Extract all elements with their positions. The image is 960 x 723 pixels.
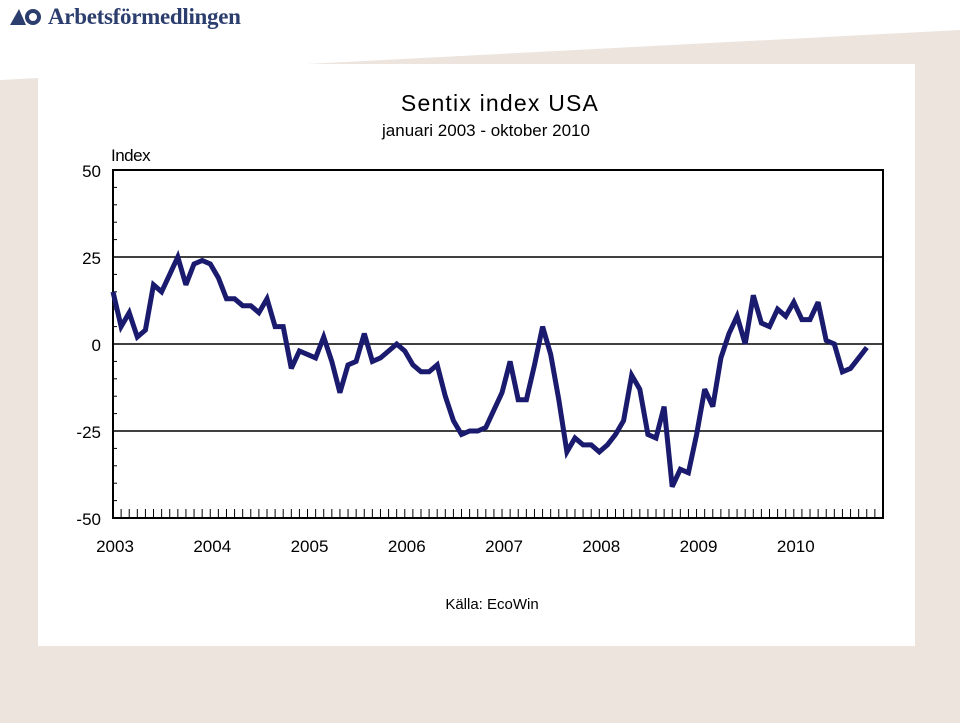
x-tick-label: 2003: [96, 537, 134, 556]
x-tick-label: 2006: [388, 537, 426, 556]
x-ticks: [112, 509, 884, 518]
x-tick-label: 2010: [777, 537, 815, 556]
brand-logo: Arbetsförmedlingen: [8, 4, 241, 30]
chart-title: Sentix index USA: [401, 90, 599, 116]
x-tick-label: 2005: [291, 537, 329, 556]
x-tick-label: 2007: [485, 537, 523, 556]
y-axis-label: Index: [111, 146, 151, 165]
source-note: Källa: EcoWin: [445, 596, 538, 613]
brand-mark-icon: [10, 9, 41, 25]
y-tick-label: -50: [76, 510, 101, 529]
y-tick-label: 25: [82, 249, 101, 268]
y-tick-labels: 50 25 0 -25 -50: [76, 162, 101, 529]
x-tick-labels: 2003 2004 2005 2006 2007 2008 2009 2010: [96, 537, 815, 556]
y-tick-label: 0: [92, 336, 101, 355]
x-tick-label: 2004: [193, 537, 231, 556]
brand-name: Arbetsförmedlingen: [48, 4, 241, 29]
x-tick-label: 2009: [680, 537, 718, 556]
y-tick-label: -25: [76, 423, 101, 442]
y-gridlines: [113, 256, 883, 432]
series-line-sentix-usa: [110, 249, 869, 488]
plot-frame: [112, 169, 884, 519]
y-tick-label: 50: [82, 162, 101, 181]
x-tick-label: 2008: [582, 537, 620, 556]
chart-subtitle: januari 2003 - oktober 2010: [381, 121, 590, 140]
